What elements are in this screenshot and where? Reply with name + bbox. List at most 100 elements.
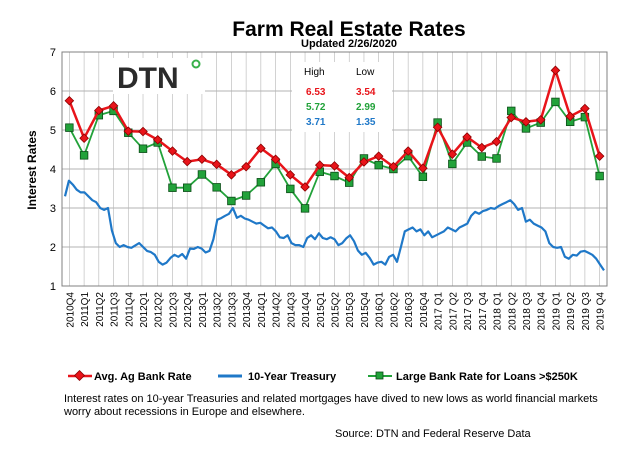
stats-large-low: 2.99 [356,102,376,113]
point-ag [521,117,531,127]
point-ag [373,151,384,161]
x-tick-label: 2011Q4 [124,292,135,327]
series-line-treasury [63,179,605,272]
point-large [256,178,266,187]
point-large [138,144,148,153]
x-tick-label: 2018 Q4 [537,292,548,331]
y-tick-label: 6 [50,86,56,98]
y-tick-labels: 1 2 3 4 5 6 7 [50,47,56,293]
point-ag [123,126,134,136]
point-large [212,183,221,192]
point-ag [403,146,413,156]
point-ag [432,122,443,133]
point-ag [256,143,266,154]
point-large [374,160,383,170]
legend-label-ag: Avg. Ag Bank Rate [94,371,192,383]
point-ag [197,154,207,165]
point-large [300,204,310,213]
point-large [168,183,177,192]
point-ag [167,146,178,156]
legend-label-large: Large Bank Rate for Loans >$250K [396,371,578,383]
stats-table: High Low 6.53 3.54 5.72 2.99 3.71 1.35 [292,62,392,132]
point-large [418,172,428,181]
x-tick-label: 2019 Q2 [566,292,577,331]
stats-ag-high: 6.53 [306,87,326,98]
x-tick-label: 2018 Q1 [493,292,504,331]
chart-title: Farm Real Estate Rates [232,18,465,41]
point-large [197,170,207,179]
x-tick-label: 2011Q2 [95,292,106,327]
y-axis-label: Interest Rates [25,130,39,210]
point-large [183,183,192,192]
point-large [477,152,486,161]
point-ag [300,182,310,192]
x-tick-label: 2018 Q2 [507,292,518,331]
point-large [551,97,560,107]
caption: Interest rates on 10-year Treasuries and… [64,393,598,418]
point-ag [535,115,546,125]
y-tick-label: 1 [50,281,56,293]
legend-item-large: Large Bank Rate for Loans >$250K [368,371,578,383]
point-ag [491,136,502,147]
x-tick-label: 2019 Q3 [581,292,592,331]
logo-dot-icon [191,59,201,69]
point-ag [418,163,428,174]
x-tick-label: 2012Q1 [139,292,150,328]
point-ag [447,149,458,159]
point-ag [462,132,472,142]
point-ag [241,161,251,172]
point-ag [359,157,369,167]
legend-item-ag: Avg. Ag Bank Rate [68,369,192,383]
x-tick-label: 2014Q3 [286,292,297,328]
point-ag [580,103,590,114]
x-tick-label: 2015Q4 [360,292,371,328]
point-large [286,184,295,194]
point-large [595,171,604,181]
stats-header-high: High [304,67,325,78]
stats-ag-low: 3.54 [356,87,376,98]
x-tick-label: 2019 Q1 [551,292,562,331]
point-large [65,123,74,132]
x-tick-label: 2010Q4 [65,292,76,328]
point-large [448,159,457,169]
point-ag [138,126,148,137]
point-large [227,196,236,206]
y-tick-label: 5 [50,125,56,137]
point-ag [79,133,89,143]
x-tick-label: 2012Q3 [168,292,179,328]
series-layer [63,65,605,272]
x-tick-label: 2016Q2 [389,292,400,328]
point-ag [108,101,119,111]
x-tick-label: 2019 Q4 [596,292,607,331]
x-tick-label: 2016Q3 [404,292,415,328]
x-tick-label: 2014Q1 [257,292,268,328]
x-tick-label: 2013Q1 [198,292,209,328]
point-large [79,151,89,160]
x-tick-label: 2015Q1 [316,292,327,328]
x-tick-label: 2017 Q1 [434,292,445,331]
x-tick-label: 2012Q2 [154,292,165,328]
y-tick-label: 2 [50,242,56,254]
legend: Avg. Ag Bank Rate 10-Year Treasury Large… [68,369,578,383]
point-ag [182,156,193,167]
dtn-logo: DTN [113,58,205,95]
x-tick-label: 2015Q3 [345,292,356,328]
dtn-logo-text: DTN [117,62,179,95]
x-tick-label: 2011Q3 [110,292,121,327]
x-tick-label: 2018 Q3 [522,292,533,331]
point-large [241,191,251,200]
x-tick-label: 2016Q1 [375,292,386,328]
point-ag [285,170,296,180]
point-ag [270,154,281,165]
plot-frame [61,51,608,287]
point-ag [565,111,575,122]
stats-large-high: 5.72 [306,102,326,113]
y-tick-label: 4 [50,164,56,176]
x-tick-label: 2013Q4 [242,292,253,328]
x-tick-label: 2017 Q4 [478,292,489,331]
point-ag [211,159,222,170]
point-ag [388,161,399,172]
source-note: Source: DTN and Federal Reserve Data [335,428,531,440]
x-tick-labels: 2010Q4 2011Q1 2011Q2 2011Q3 2011Q4 2012Q1 2012… [65,292,606,331]
x-tick-label: 2017 Q2 [448,292,459,331]
